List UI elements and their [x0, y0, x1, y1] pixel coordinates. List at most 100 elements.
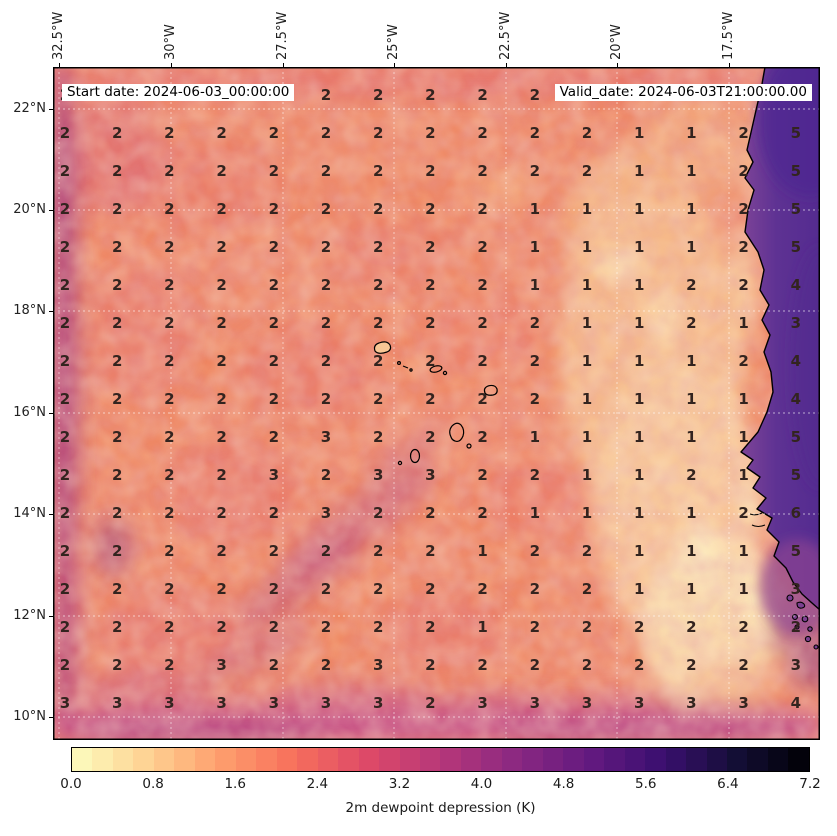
grid-value: 2 [112, 314, 122, 332]
grid-value: 2 [686, 656, 696, 674]
grid-value: 2 [373, 542, 383, 560]
grid-value: 3 [321, 428, 331, 446]
grid-value: 2 [477, 124, 487, 142]
grid-value: 2 [269, 162, 279, 180]
colorbar-segment [317, 748, 339, 771]
grid-value: 2 [582, 618, 592, 636]
colorbar-segment [665, 748, 687, 771]
coastline [740, 67, 820, 611]
grid-value: 2 [216, 276, 226, 294]
lat-tick-mark [49, 311, 53, 312]
colorbar-segment [522, 748, 543, 771]
grid-value: 5 [791, 124, 801, 142]
grid-value: 2 [164, 542, 174, 560]
grid-value: 2 [425, 276, 435, 294]
grid-value: 4 [791, 694, 801, 712]
grid-value: 1 [582, 504, 592, 522]
grid-value: 2 [373, 124, 383, 142]
colorbar-segment [501, 748, 523, 771]
grid-value: 2 [425, 200, 435, 218]
grid-value: 2 [164, 428, 174, 446]
grid-value: 5 [791, 162, 801, 180]
grid-value: 2 [425, 162, 435, 180]
grid-value: 2 [269, 504, 279, 522]
lat-tick-label: 14°N [13, 506, 46, 521]
grid-value: 2 [425, 314, 435, 332]
colorbar-segment [583, 748, 605, 771]
grid-value: 2 [582, 542, 592, 560]
lon-tick-mark [171, 63, 172, 67]
grid-value: 2 [530, 162, 540, 180]
grid-value: 2 [530, 580, 540, 598]
colorbar-segment [767, 748, 789, 771]
grid-value: 2 [373, 428, 383, 446]
grid-value: 2 [373, 200, 383, 218]
grid-value: 4 [791, 390, 801, 408]
colorbar-segment [338, 748, 359, 771]
map-border [53, 67, 820, 740]
grid-value: 2 [477, 352, 487, 370]
colorbar-segment [276, 748, 298, 771]
grid-value: 1 [634, 238, 644, 256]
grid-value: 2 [269, 656, 279, 674]
grid-value: 2 [477, 466, 487, 484]
grid-value: 1 [634, 390, 644, 408]
grid-value: 2 [269, 238, 279, 256]
grid-value: 2 [269, 390, 279, 408]
grid-value: 2 [269, 542, 279, 560]
grid-value: 1 [686, 580, 696, 598]
grid-value: 2 [269, 124, 279, 142]
grid-value: 2 [164, 162, 174, 180]
grid-value: 2 [686, 618, 696, 636]
lon-tick-label: 30°W [163, 24, 178, 60]
map-area: 2 3 3 3 2 2 2 2 2 2 2 2 1 1 5 2 2 2 2 2 2 2 2 2 2 2 1 1 2 5 2 2 2 2 2 2 2 2 2 2… [53, 67, 820, 740]
valid-date-label: Valid_date: 2024-06-03T21:00:00.00 [554, 84, 812, 101]
grid-value: 3 [112, 694, 122, 712]
grid-value: 2 [60, 542, 70, 560]
cape-verde-islands [373, 341, 498, 466]
grid-value: 1 [738, 466, 748, 484]
grid-value: 2 [112, 238, 122, 256]
grid-value: 2 [269, 314, 279, 332]
grid-value: 1 [582, 200, 592, 218]
grid-value: 2 [216, 390, 226, 408]
grid-value: 2 [60, 656, 70, 674]
colorbar-segment [256, 748, 277, 771]
lat-tick-label: 18°N [13, 303, 46, 318]
grid-value: 3 [686, 694, 696, 712]
colorbar-segment [235, 748, 257, 771]
lat-tick-mark [49, 109, 53, 110]
grid-value: 2 [477, 580, 487, 598]
grid-value: 2 [216, 428, 226, 446]
colorbar-segment [112, 748, 134, 771]
grid-value: 6 [791, 504, 801, 522]
grid-value: 2 [738, 276, 748, 294]
grid-value: 1 [582, 466, 592, 484]
grid-value: 2 [738, 162, 748, 180]
colorbar-segment [727, 748, 748, 771]
grid-value: 1 [738, 390, 748, 408]
grid-value: 2 [216, 200, 226, 218]
grid-value: 4 [791, 352, 801, 370]
grid-value: 1 [686, 124, 696, 142]
grid-value: 2 [373, 276, 383, 294]
grid-value: 2 [686, 276, 696, 294]
grid-value: 2 [425, 238, 435, 256]
grid-value: 1 [634, 200, 644, 218]
lon-tick-label: 25°W [386, 24, 401, 60]
grid-value: 2 [60, 162, 70, 180]
grid-value: 2 [477, 314, 487, 332]
grid-value: 1 [738, 314, 748, 332]
colorbar-segment [379, 748, 400, 771]
grid-value: 2 [216, 618, 226, 636]
grid-value: 2 [321, 314, 331, 332]
grid-value: 3 [738, 694, 748, 712]
grid-value: 2 [60, 200, 70, 218]
grid-value: 2 [425, 428, 435, 446]
grid-value: 2 [321, 162, 331, 180]
grid-value: 2 [738, 656, 748, 674]
grid-value: 2 [269, 618, 279, 636]
grid-value: 2 [164, 200, 174, 218]
grid-value: 2 [112, 276, 122, 294]
